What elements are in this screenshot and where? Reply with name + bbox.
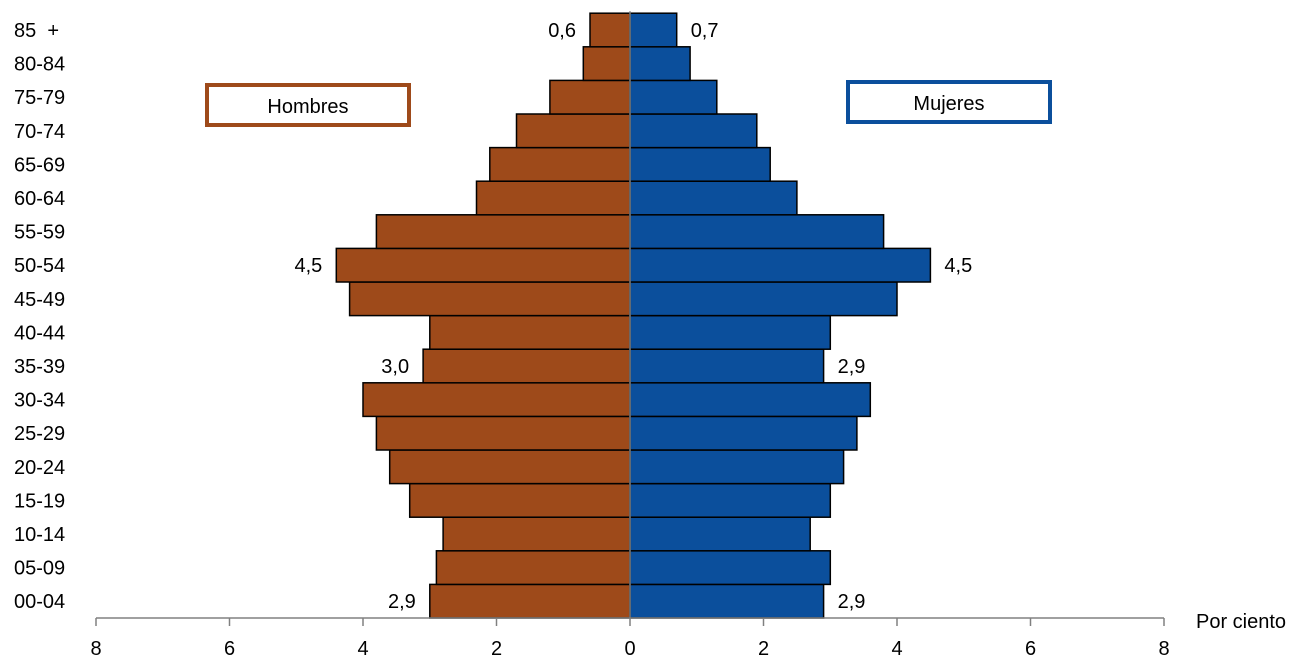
x-tick-label: 2 — [491, 638, 502, 657]
bar-mujeres-50-54 — [629, 247, 932, 283]
category-label: 55-59 — [14, 222, 65, 244]
x-axis: 8 6 4 2 0 2 4 6 8 — [90, 617, 1170, 657]
category-label: 15-19 — [14, 490, 65, 512]
category-label: 60-64 — [14, 188, 65, 210]
bar-mujeres-75-79 — [629, 79, 718, 115]
bar-mujeres-30-34 — [629, 382, 872, 418]
bar-mujeres-45-49 — [629, 281, 898, 317]
category-label: 85 + — [14, 20, 59, 42]
data-label-mujeres: 4,5 — [944, 255, 972, 277]
category-label: 10-14 — [14, 524, 65, 546]
data-label-hombres: 3,0 — [381, 356, 409, 378]
category-label: 20-24 — [14, 457, 65, 479]
bar-mujeres-60-64 — [629, 180, 798, 216]
data-label-mujeres: 2,9 — [838, 356, 866, 378]
data-label-hombres: 0,6 — [548, 20, 576, 42]
legend-mujeres-label: Mujeres — [913, 93, 984, 115]
bars-layer — [335, 12, 932, 619]
category-label: 80-84 — [14, 54, 65, 76]
category-label: 00-04 — [14, 591, 65, 613]
x-tick-label: 8 — [90, 638, 101, 657]
bar-hombres-20-24 — [388, 449, 631, 485]
category-label: 35-39 — [14, 356, 65, 378]
bar-hombres-55-59 — [375, 214, 631, 250]
category-label: 30-34 — [14, 390, 65, 412]
category-label: 05-09 — [14, 558, 65, 580]
data-label-hombres: 2,9 — [388, 591, 416, 613]
category-label: 45-49 — [14, 289, 65, 311]
x-tick-label: 4 — [891, 638, 902, 657]
bar-mujeres-15-19 — [629, 482, 832, 518]
x-axis-title: Por ciento — [1196, 611, 1286, 633]
category-label: 70-74 — [14, 121, 65, 143]
category-label: 40-44 — [14, 322, 65, 344]
legend-hombres-label: Hombres — [267, 96, 348, 118]
bar-mujeres-05-09 — [629, 550, 832, 586]
category-label: 50-54 — [14, 255, 65, 277]
bar-hombres-85+ — [589, 12, 631, 48]
bar-mujeres-20-24 — [629, 449, 845, 485]
bar-hombres-45-49 — [348, 281, 631, 317]
bar-mujeres-00-04 — [629, 583, 825, 619]
legend-mujeres: Mujeres — [846, 80, 1052, 124]
legend-hombres-box — [205, 83, 411, 127]
bar-hombres-05-09 — [435, 550, 631, 586]
bar-hombres-50-54 — [335, 247, 631, 283]
legend-hombres: Hombres — [205, 83, 411, 127]
bar-hombres-65-69 — [489, 146, 631, 182]
category-label: 75-79 — [14, 87, 65, 109]
bar-mujeres-80-84 — [629, 46, 691, 82]
bar-hombres-60-64 — [475, 180, 631, 216]
data-label-mujeres: 0,7 — [691, 20, 719, 42]
bar-hombres-25-29 — [375, 415, 631, 451]
bar-hombres-30-34 — [362, 382, 631, 418]
data-labels-layer: 0,6 0,7 4,5 4,5 3,0 2,9 2,9 2,9 — [294, 20, 972, 613]
category-labels-layer: 00-04 05-09 10-14 15-19 20-24 25-29 30-34 35-39… — [14, 20, 65, 613]
bar-mujeres-35-39 — [629, 348, 825, 384]
x-tick-label: 0 — [624, 638, 635, 657]
bar-mujeres-55-59 — [629, 214, 885, 250]
data-label-hombres: 4,5 — [294, 255, 322, 277]
x-tick-label: 6 — [224, 638, 235, 657]
bar-hombres-35-39 — [422, 348, 631, 384]
bar-mujeres-65-69 — [629, 146, 771, 182]
bar-hombres-15-19 — [408, 482, 631, 518]
bar-hombres-70-74 — [515, 113, 631, 149]
bar-hombres-10-14 — [442, 516, 631, 552]
bar-mujeres-10-14 — [629, 516, 811, 552]
x-tick-label: 6 — [1025, 638, 1036, 657]
category-label: 25-29 — [14, 423, 65, 445]
x-tick-label: 2 — [758, 638, 769, 657]
x-tick-label: 8 — [1158, 638, 1169, 657]
x-tick-label: 4 — [357, 638, 368, 657]
category-label: 65-69 — [14, 154, 65, 176]
bar-hombres-00-04 — [429, 583, 631, 619]
bar-mujeres-25-29 — [629, 415, 858, 451]
bar-mujeres-40-44 — [629, 314, 832, 350]
bar-hombres-40-44 — [429, 314, 631, 350]
bar-hombres-80-84 — [582, 46, 631, 82]
bar-mujeres-85+ — [629, 12, 678, 48]
bar-hombres-75-79 — [549, 79, 631, 115]
bar-mujeres-70-74 — [629, 113, 758, 149]
data-label-mujeres: 2,9 — [838, 591, 866, 613]
legend-mujeres-box — [846, 80, 1052, 124]
